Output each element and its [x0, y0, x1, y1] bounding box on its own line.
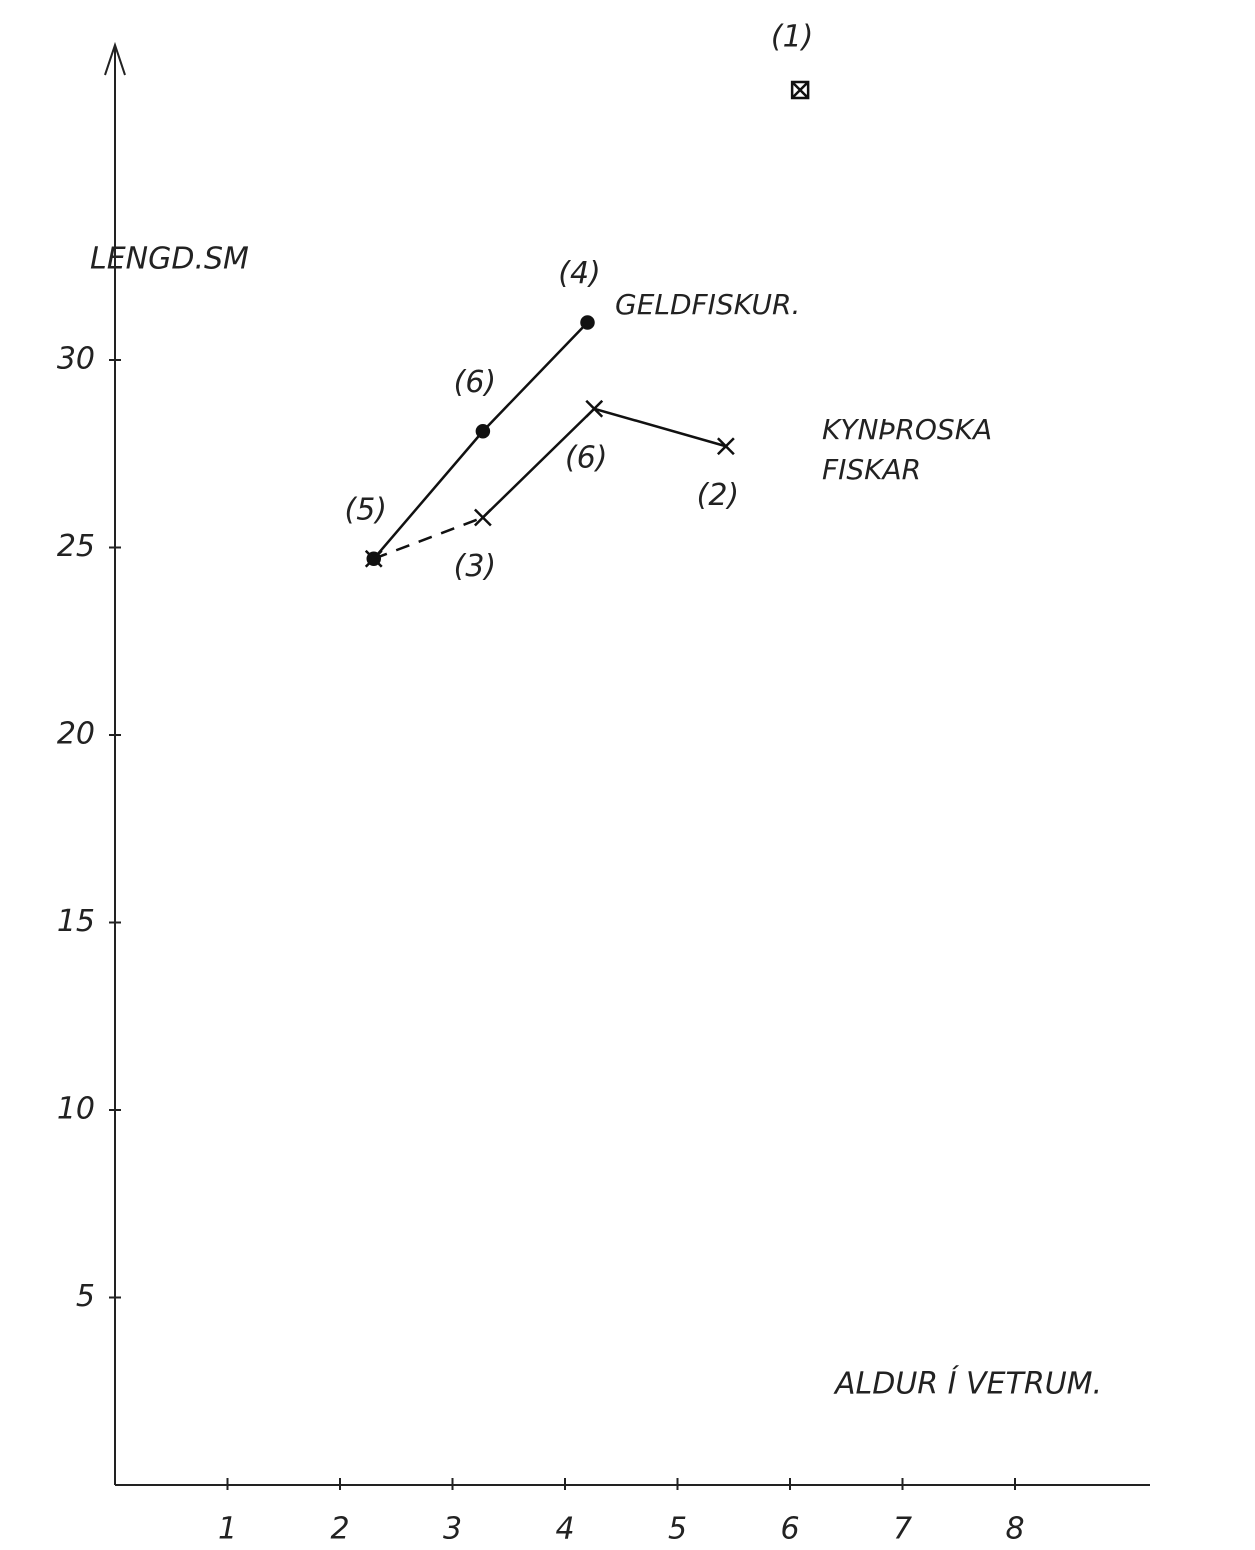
- x-tick-label: 1: [218, 1512, 237, 1547]
- series-name: GELDFISKUR.: [615, 285, 915, 325]
- point-label: (4): [558, 256, 601, 291]
- y-tick-label: 5: [76, 1279, 95, 1314]
- x-tick-label: 4: [555, 1512, 574, 1547]
- point-label: (3): [454, 549, 497, 584]
- x-tick-label: 3: [443, 1512, 462, 1547]
- x-tick-label: 5: [668, 1512, 687, 1547]
- series-name: KYNÞROSKA FISKAR: [822, 410, 1052, 490]
- point-label: (1): [771, 20, 814, 55]
- point-label: (5): [345, 492, 388, 527]
- y-tick-label: 15: [57, 904, 95, 939]
- point: [582, 317, 594, 329]
- y-tick-label: 20: [57, 717, 95, 752]
- x-axis-label: ALDUR Í VETRUM.: [833, 1366, 1102, 1402]
- point: [477, 425, 489, 437]
- chart: LENGD.SM ALDUR Í VETRUM. 1 2 3 4 5 6 7 8 5 10 15 20…: [0, 0, 1255, 1550]
- x-tick-label: 2: [330, 1512, 349, 1547]
- point-label: (6): [454, 365, 497, 400]
- y-tick-label: 10: [57, 1092, 95, 1127]
- y-tick-label: 30: [57, 342, 95, 377]
- point: [586, 401, 602, 417]
- y-axis-label: LENGD.SM: [90, 242, 249, 277]
- x-tick-label: 6: [780, 1512, 799, 1547]
- point: [792, 82, 808, 98]
- line: [374, 323, 588, 559]
- point-label: (2): [697, 478, 740, 513]
- point-label: (6): [565, 440, 608, 475]
- x-tick-label: 7: [893, 1512, 912, 1547]
- page: LENGD.SM ALDUR Í VETRUM. 1 2 3 4 5 6 7 8 5 10 15 20…: [0, 0, 1255, 1550]
- point: [718, 438, 734, 454]
- y-tick-label: 25: [57, 529, 95, 564]
- x-tick-label: 8: [1005, 1512, 1024, 1547]
- point: [475, 510, 491, 526]
